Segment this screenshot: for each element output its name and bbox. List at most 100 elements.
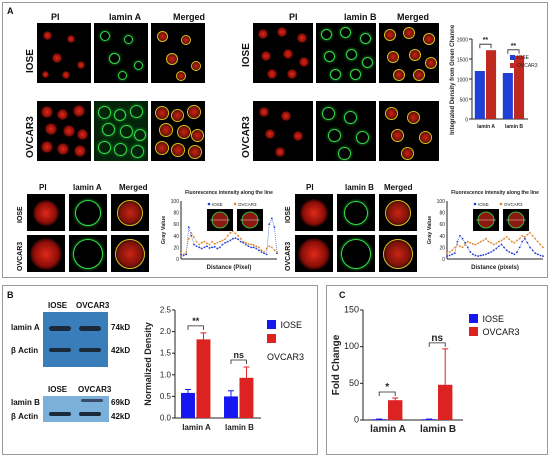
data-point-ovcar3 bbox=[531, 234, 534, 237]
data-point-iose bbox=[534, 252, 537, 255]
y-tick-label: 60 bbox=[173, 222, 179, 228]
data-point-iose bbox=[518, 246, 521, 249]
col-header-lamin-a: lamin A bbox=[109, 12, 142, 22]
y-axis-label: Gray Value bbox=[427, 216, 433, 244]
y-tick-label: 0 bbox=[442, 257, 445, 263]
data-point-ovcar3 bbox=[451, 249, 454, 252]
y-tick-label: 2.5 bbox=[160, 306, 172, 315]
data-point-ovcar3 bbox=[510, 240, 513, 243]
data-point-ovcar3 bbox=[208, 243, 211, 246]
data-point-ovcar3 bbox=[190, 232, 193, 234]
blot-b-header-ovcar3: OVCAR3 bbox=[78, 385, 112, 394]
significance-label: ns bbox=[233, 350, 244, 360]
data-point-ovcar3 bbox=[542, 246, 544, 249]
data-point-iose bbox=[219, 246, 221, 249]
y-tick-label: 0 bbox=[354, 415, 359, 425]
series-line-ovcar3 bbox=[180, 230, 278, 255]
col-header-lamin-b: lamin B bbox=[344, 12, 377, 22]
data-point-ovcar3 bbox=[505, 236, 508, 238]
panel-c-label: C bbox=[339, 290, 346, 300]
y-tick-label: 50 bbox=[349, 378, 359, 388]
data-point-iose bbox=[487, 252, 490, 255]
data-point-ovcar3 bbox=[487, 240, 490, 243]
data-point-iose bbox=[265, 253, 268, 256]
data-point-ovcar3 bbox=[211, 240, 214, 243]
micrograph-ovcar3-lamin-a bbox=[94, 101, 148, 161]
blot-a-membrane bbox=[43, 312, 108, 367]
micrograph-ovcar3-merged-b bbox=[379, 101, 439, 161]
chart-title: Fluorescence intensity along the line bbox=[451, 190, 539, 196]
profile-a-row-ovcar3: OVCAR3 bbox=[17, 241, 24, 271]
y-tick-label: 0.5 bbox=[160, 392, 172, 401]
legend-marker-iose bbox=[473, 202, 477, 206]
data-point-iose bbox=[270, 217, 273, 220]
data-point-ovcar3 bbox=[252, 244, 255, 246]
data-point-iose bbox=[206, 245, 208, 248]
data-point-iose bbox=[521, 240, 524, 243]
chart-title: Fluorescence intensity along the line bbox=[185, 190, 273, 196]
data-point-ovcar3 bbox=[448, 251, 451, 253]
panel-b: B IOSE OVCAR3 lamin A β Actin 74kD 42kD … bbox=[2, 285, 318, 455]
row-label-ovcar3: OVCAR3 bbox=[25, 116, 36, 158]
data-point-ovcar3 bbox=[526, 233, 529, 236]
data-point-ovcar3 bbox=[234, 232, 237, 235]
data-point-ovcar3 bbox=[187, 237, 190, 240]
data-point-iose bbox=[459, 234, 461, 237]
data-point-ovcar3 bbox=[497, 240, 500, 243]
panel-b-label: B bbox=[7, 290, 14, 300]
data-point-iose bbox=[513, 253, 516, 256]
profile-b-row-iose: IOSE bbox=[285, 206, 292, 223]
data-point-iose bbox=[523, 237, 526, 240]
y-tick-label: 0 bbox=[176, 257, 179, 263]
bar-iose-lamin-a bbox=[181, 392, 195, 418]
data-point-ovcar3 bbox=[539, 243, 542, 246]
data-point-ovcar3 bbox=[490, 241, 493, 244]
data-point-iose bbox=[500, 243, 503, 246]
profile-a-row-iose: IOSE bbox=[17, 206, 24, 223]
data-point-iose bbox=[203, 246, 206, 249]
data-point-iose bbox=[193, 243, 195, 246]
data-point-iose bbox=[451, 253, 454, 256]
data-point-iose bbox=[221, 243, 224, 246]
col-header-pi: PI bbox=[289, 12, 298, 22]
profile-a-iose-pi bbox=[27, 194, 65, 231]
blot-b-row-actin: β Actin bbox=[11, 412, 39, 421]
data-point-iose bbox=[466, 246, 469, 249]
profile-b-header-merged: Merged bbox=[384, 183, 413, 192]
blot-b-membrane bbox=[43, 396, 109, 422]
data-point-ovcar3 bbox=[276, 251, 278, 253]
data-point-ovcar3 bbox=[224, 238, 227, 241]
data-point-ovcar3 bbox=[255, 245, 258, 248]
data-point-ovcar3 bbox=[474, 243, 477, 246]
data-point-iose bbox=[231, 237, 234, 240]
x-tick-label: lamin A bbox=[370, 424, 406, 435]
y-axis-label: Integrated Density from Green Channel bbox=[450, 25, 456, 135]
y-tick-label: 1500 bbox=[457, 58, 468, 64]
data-point-ovcar3 bbox=[518, 237, 521, 240]
significance-bracket bbox=[507, 49, 520, 54]
data-point-ovcar3 bbox=[516, 239, 518, 242]
y-tick-label: 40 bbox=[439, 234, 445, 240]
data-point-ovcar3 bbox=[244, 241, 247, 244]
data-point-ovcar3 bbox=[237, 234, 239, 237]
data-point-iose bbox=[495, 247, 498, 250]
data-point-ovcar3 bbox=[229, 232, 232, 234]
data-point-ovcar3 bbox=[453, 246, 456, 249]
data-point-ovcar3 bbox=[219, 240, 221, 243]
y-tick-label: 20 bbox=[439, 245, 445, 251]
data-point-ovcar3 bbox=[529, 232, 531, 234]
data-point-ovcar3 bbox=[485, 237, 487, 240]
data-point-iose bbox=[474, 254, 477, 257]
y-tick-label: 1.0 bbox=[160, 370, 172, 379]
data-point-iose bbox=[273, 226, 276, 228]
bar-iose-lamin-a bbox=[372, 419, 387, 420]
data-point-ovcar3 bbox=[459, 245, 461, 248]
y-tick-label: 100 bbox=[171, 199, 180, 205]
data-point-ovcar3 bbox=[464, 243, 467, 246]
panel-a: A PI lamin A Merged IOSE OVCAR3 bbox=[2, 2, 548, 278]
profile-b-ovcar3-lamin bbox=[337, 235, 375, 272]
data-point-iose bbox=[531, 249, 534, 252]
y-tick-label: 0 bbox=[465, 118, 468, 124]
x-tick-label: lamin B bbox=[225, 423, 254, 432]
significance-bracket bbox=[428, 342, 446, 347]
